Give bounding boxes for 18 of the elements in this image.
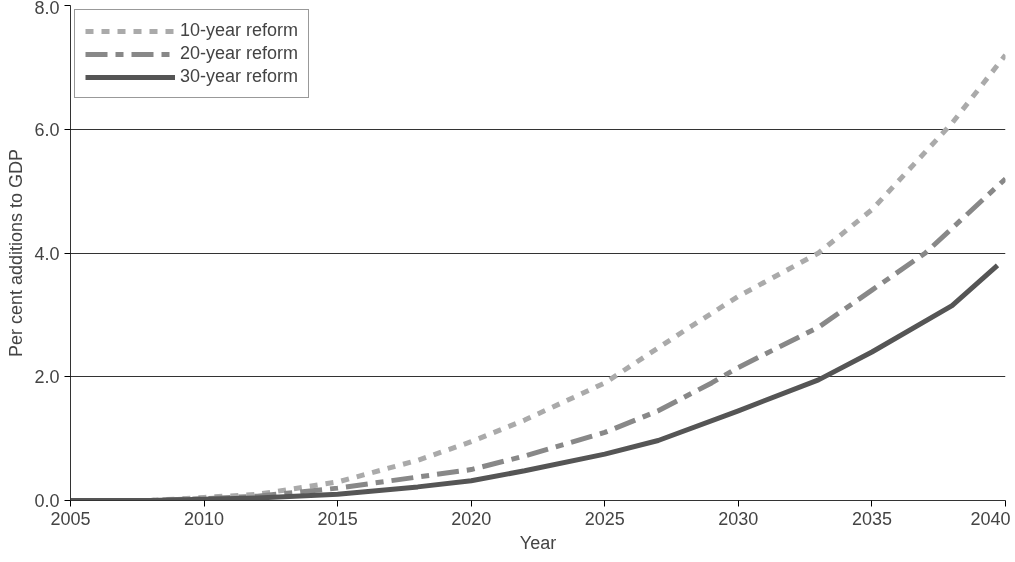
y-axis-title: Per cent additions to GDP (6, 148, 27, 358)
y-tick-label: 8.0 (34, 0, 60, 18)
x-tick-label: 2025 (584, 508, 625, 529)
y-tick-label: 0.0 (34, 491, 60, 511)
x-tick-label: 2035 (851, 508, 892, 529)
x-tick-label: 2040 (970, 508, 1011, 529)
y-tick-label: 4.0 (34, 243, 60, 264)
x-tick-label: 2015 (317, 508, 358, 529)
x-tick-label: 2010 (184, 508, 225, 529)
x-tick-label: 2020 (451, 508, 492, 529)
y-tick-label: 6.0 (34, 119, 60, 140)
x-axis-title: Year (519, 532, 557, 553)
x-tick-label: 2030 (718, 508, 759, 529)
y-tick-label: 2.0 (34, 367, 60, 388)
legend-label: 20-year reform (180, 43, 299, 64)
legend-label: 10-year reform (180, 20, 299, 41)
legend-label: 30-year reform (180, 66, 299, 87)
x-tick-label: 2005 (50, 508, 91, 529)
